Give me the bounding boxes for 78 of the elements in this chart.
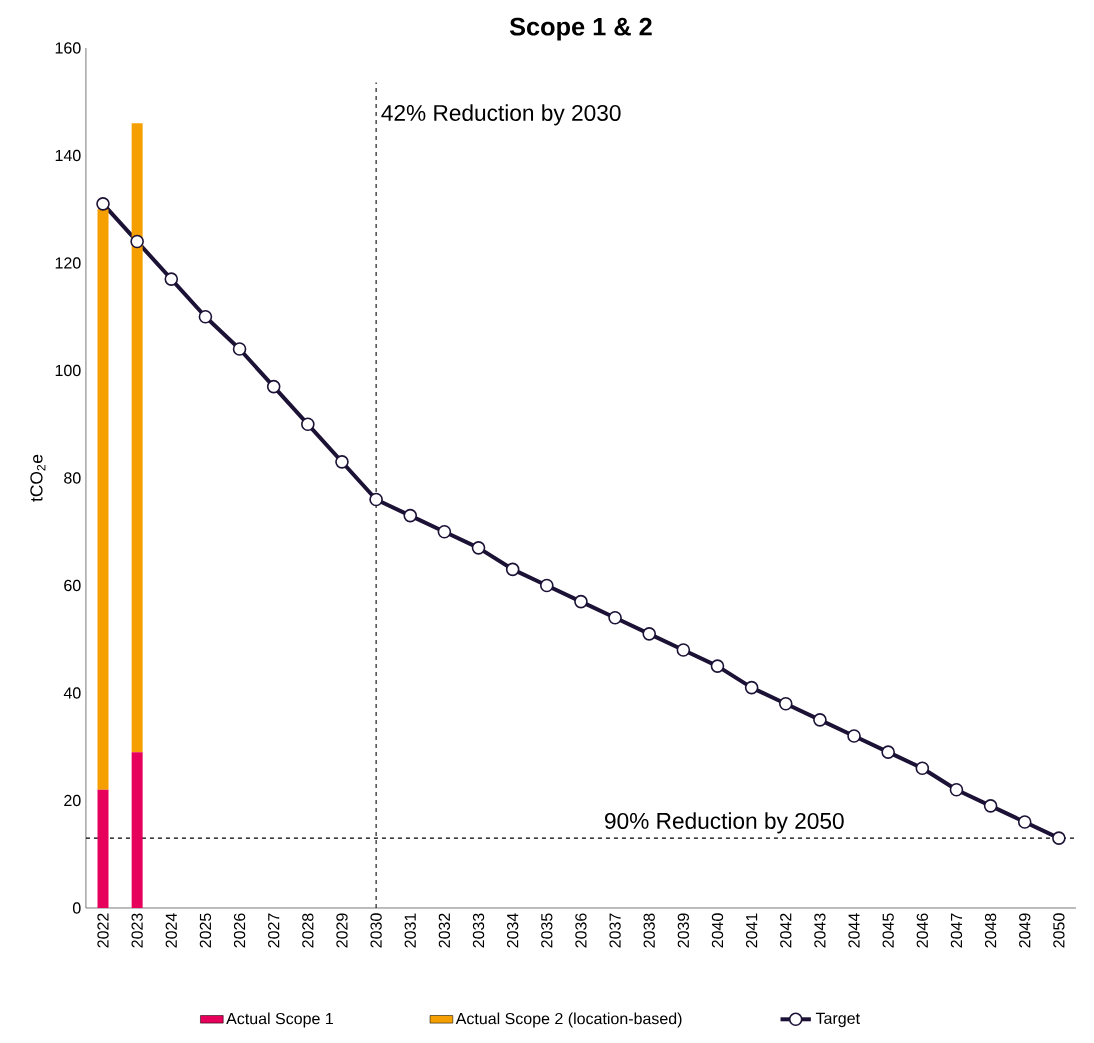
point	[881, 745, 895, 759]
point	[676, 643, 691, 657]
y-axis-title: tCO$_{2}$e	[30, 454, 46, 502]
point	[96, 197, 110, 211]
x-tick-label: 2025	[199, 913, 212, 948]
point	[437, 524, 452, 539]
point	[403, 508, 418, 523]
y-tick-label: 40	[63, 687, 81, 699]
point	[266, 379, 281, 394]
point	[642, 627, 657, 641]
x-tick-label: 2042	[780, 913, 792, 948]
ref-line-label: 42% Reduction by 2030	[381, 104, 621, 126]
point	[847, 729, 861, 743]
point	[164, 272, 179, 286]
x-tick-label: 2026	[233, 913, 246, 948]
x-tick-label: 2046	[916, 913, 928, 948]
bar	[97, 789, 109, 908]
x-tick-label: 2038	[643, 913, 655, 948]
x-tick-label: 2040	[711, 913, 724, 948]
bar	[97, 209, 109, 790]
bar	[131, 752, 143, 908]
y-tick-label: 0	[72, 902, 81, 914]
x-tick-label: 2044	[848, 913, 860, 948]
legend-label: Actual Scope 1	[226, 1012, 333, 1028]
point	[1052, 831, 1066, 845]
point	[232, 342, 247, 356]
x-tick-label: 2030	[370, 913, 382, 948]
x-tick-label: 2034	[507, 913, 519, 948]
x-tick-label: 2023	[131, 913, 143, 948]
point	[813, 713, 827, 727]
x-tick-label: 2041	[745, 913, 758, 948]
x-tick-label: 2035	[541, 913, 553, 948]
y-tick-label: 160	[55, 42, 81, 54]
x-tick-label: 2024	[165, 913, 177, 948]
legend-label: Actual Scope 2 (location-based)	[455, 1012, 682, 1028]
point	[335, 455, 349, 469]
x-tick-label: 2048	[984, 913, 997, 948]
ref-line-label: 90% Reduction by 2050	[605, 812, 844, 834]
y-tick-label: 140	[55, 149, 81, 162]
chart-title: Scope 1 & 2	[509, 17, 652, 41]
legend-label: Target	[815, 1012, 860, 1028]
x-tick-label: 2031	[404, 913, 416, 948]
y-tick-label: 80	[64, 472, 81, 484]
x-tick-label: 2043	[814, 913, 826, 948]
point	[983, 799, 998, 813]
point	[608, 610, 622, 625]
bar	[131, 123, 143, 753]
x-tick-label: 2032	[438, 913, 451, 948]
x-tick-label: 2028	[302, 913, 314, 948]
x-tick-label: 2050	[1053, 913, 1065, 948]
point	[1017, 815, 1032, 829]
x-tick-label: 2045	[882, 913, 894, 948]
point	[471, 541, 486, 555]
point	[505, 562, 520, 577]
point	[540, 578, 554, 593]
y-tick-label: 120	[55, 257, 81, 269]
x-tick-label: 2039	[677, 913, 690, 948]
x-tick-label: 2047	[950, 913, 963, 948]
x-tick-label: 2027	[268, 913, 280, 948]
point	[710, 659, 725, 673]
point	[574, 594, 588, 609]
x-tick-label: 2029	[336, 913, 348, 948]
y-tick-label: 60	[64, 579, 81, 592]
x-tick-label: 2022	[97, 913, 109, 948]
point	[949, 782, 964, 797]
x-tick-label: 2036	[575, 913, 587, 948]
x-tick-label: 2033	[472, 913, 485, 948]
point	[130, 234, 144, 249]
point	[369, 492, 383, 507]
point	[744, 680, 759, 695]
y-tick-label: 20	[64, 794, 81, 807]
point	[301, 417, 315, 432]
point	[198, 309, 213, 324]
point	[915, 761, 930, 776]
x-tick-label: 2037	[609, 913, 621, 948]
y-tick-label: 100	[55, 364, 81, 377]
point	[778, 696, 793, 711]
x-tick-label: 2049	[1019, 913, 1031, 948]
